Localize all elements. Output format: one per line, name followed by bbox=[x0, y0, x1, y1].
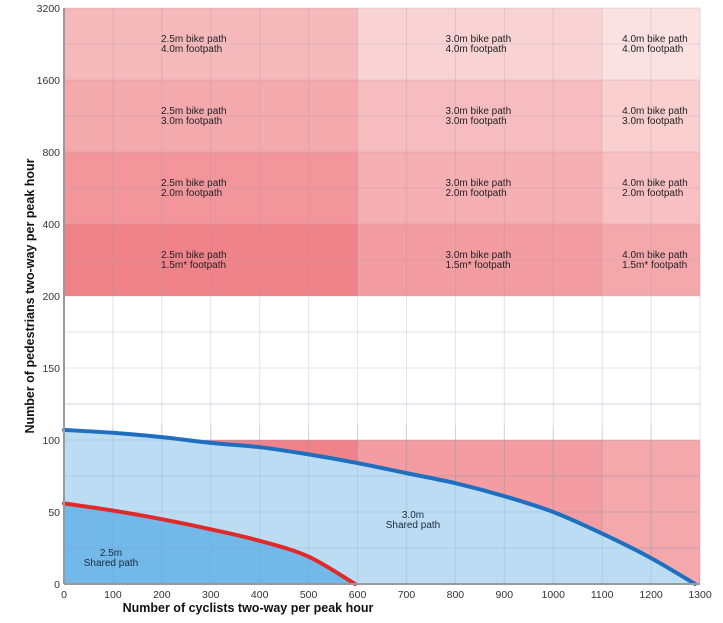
shared-path-label-width: 2.5m bbox=[100, 548, 122, 559]
zone-label-footpath: 4.0m footpath bbox=[446, 44, 507, 55]
zone-label-bike: 3.0m bike path bbox=[446, 106, 512, 117]
x-tick-label: 0 bbox=[61, 589, 67, 601]
zone-cell bbox=[357, 8, 603, 80]
zone-cell bbox=[64, 224, 358, 296]
zone-label-footpath: 1.5m* footpath bbox=[446, 260, 511, 271]
x-tick-label: 500 bbox=[300, 589, 318, 601]
zone-label-bike: 2.5m bike path bbox=[161, 250, 227, 261]
zone-label-bike: 4.0m bike path bbox=[622, 178, 688, 189]
shared-path-label-text: Shared path bbox=[84, 558, 139, 569]
axes: 0 100 200 300 400 500 600 700 800 900 1000 1100 1200… bbox=[37, 3, 712, 601]
x-tick-label: 1000 bbox=[542, 589, 566, 601]
zone-cell bbox=[357, 224, 603, 296]
shared-path-label-width: 3.0m bbox=[402, 510, 424, 521]
zone-cell bbox=[64, 8, 358, 80]
shared-path-area bbox=[64, 503, 356, 584]
x-tick-label: 700 bbox=[398, 589, 416, 601]
y-tick-label: 800 bbox=[42, 147, 60, 159]
zone-label-footpath: 3.0m footpath bbox=[161, 116, 222, 127]
x-tick-label: 900 bbox=[496, 589, 514, 601]
zone-cell bbox=[64, 80, 358, 152]
zone-cell bbox=[602, 152, 700, 224]
zone-label-bike: 2.5m bike path bbox=[161, 106, 227, 117]
zone-cell bbox=[602, 8, 700, 80]
y-tick-label: 0 bbox=[54, 579, 60, 591]
zone-cell bbox=[602, 80, 700, 152]
zone-label-footpath: 1.5m* footpath bbox=[622, 260, 687, 271]
y-tick-label: 3200 bbox=[37, 3, 61, 15]
x-axis-title: Number of cyclists two-way per peak hour bbox=[123, 601, 374, 615]
y-tick-label: 400 bbox=[42, 219, 60, 231]
zone-label-bike: 2.5m bike path bbox=[161, 178, 227, 189]
threshold-line bbox=[62, 427, 698, 586]
y-tick-label: 200 bbox=[42, 291, 60, 303]
threshold-line bbox=[62, 501, 358, 586]
y-tick-label: 1600 bbox=[37, 75, 61, 87]
zone-label-footpath: 4.0m footpath bbox=[622, 44, 683, 55]
y-tick-label: 50 bbox=[48, 507, 60, 519]
x-tick-label: 800 bbox=[447, 589, 465, 601]
x-tick-label: 1100 bbox=[591, 589, 614, 601]
threshold-lines bbox=[62, 427, 698, 586]
zone-label-footpath: 3.0m footpath bbox=[622, 116, 683, 127]
zone-label-bike: 4.0m bike path bbox=[622, 106, 688, 117]
x-tick-label: 100 bbox=[104, 589, 122, 601]
x-tick-label: 1300 bbox=[688, 589, 712, 601]
zone-label-footpath: 2.0m footpath bbox=[622, 188, 683, 199]
shared-path-label-text: Shared path bbox=[386, 520, 441, 531]
x-tick-label: 400 bbox=[251, 589, 269, 601]
x-tick-label: 600 bbox=[349, 589, 367, 601]
zone-label-footpath: 3.0m footpath bbox=[446, 116, 507, 127]
zone-cell bbox=[357, 80, 603, 152]
zone-label-footpath: 2.0m footpath bbox=[161, 188, 222, 199]
y-axis-title: Number of pedestrians two-way per peak h… bbox=[23, 158, 37, 433]
zone-label-footpath: 4.0m footpath bbox=[161, 44, 222, 55]
x-tick-label: 300 bbox=[202, 589, 220, 601]
zone-cell bbox=[602, 224, 700, 296]
zone-cell bbox=[357, 152, 603, 224]
zone-label-bike: 4.0m bike path bbox=[622, 34, 688, 45]
zone-label-bike: 3.0m bike path bbox=[446, 250, 512, 261]
x-tick-label: 1200 bbox=[639, 589, 663, 601]
zone-label-footpath: 1.5m* footpath bbox=[161, 260, 226, 271]
zone-label-bike: 2.5m bike path bbox=[161, 34, 227, 45]
zone-label-footpath: 2.0m footpath bbox=[446, 188, 507, 199]
y-tick-label: 100 bbox=[42, 435, 60, 447]
x-tick-label: 200 bbox=[153, 589, 171, 601]
zone-label-bike: 3.0m bike path bbox=[446, 34, 512, 45]
zone-cell bbox=[64, 152, 358, 224]
zone-label-bike: 3.0m bike path bbox=[446, 178, 512, 189]
y-tick-label: 150 bbox=[42, 363, 60, 375]
zone-label-bike: 4.0m bike path bbox=[622, 250, 688, 261]
